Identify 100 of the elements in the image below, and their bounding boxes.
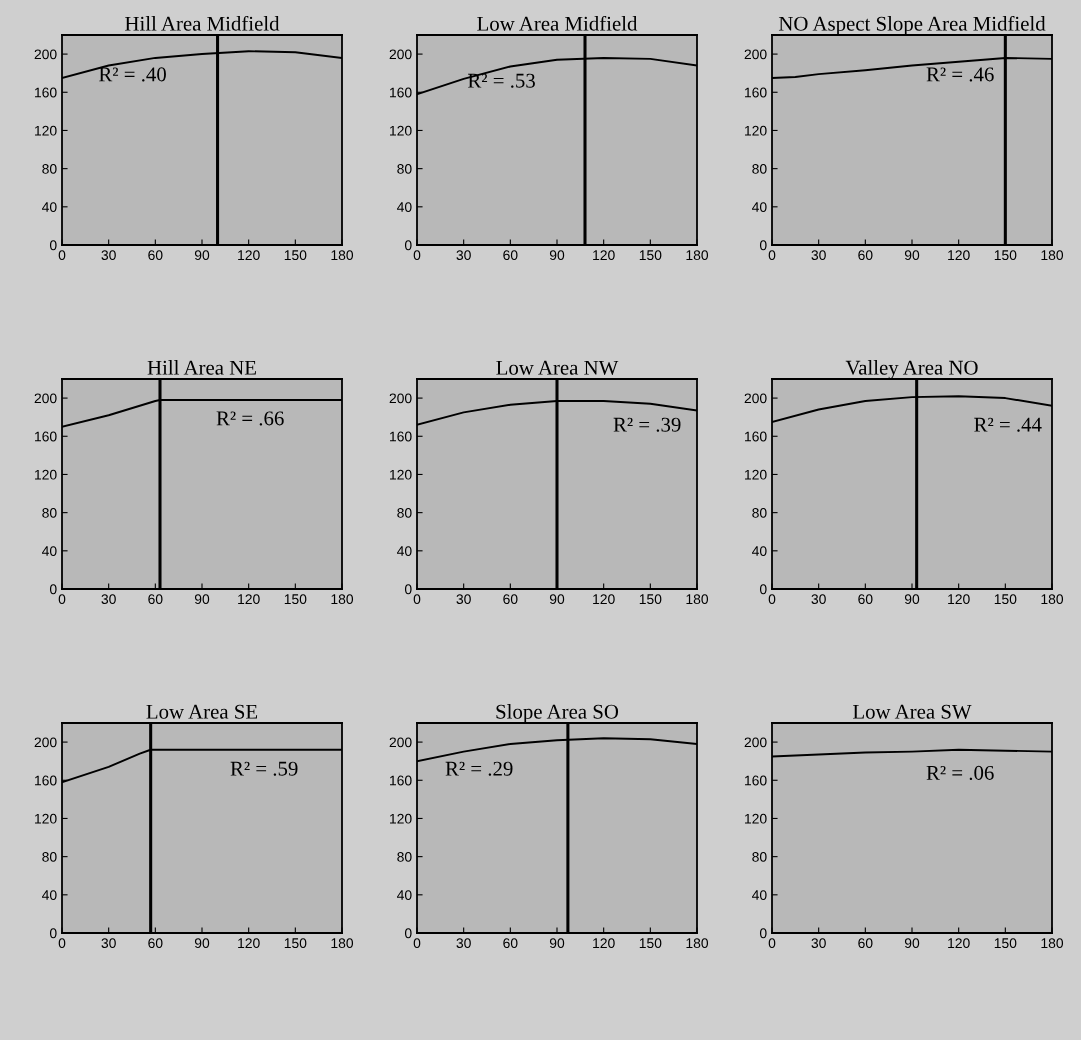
x-tick-label: 60 bbox=[148, 250, 163, 261]
y-tick-label: 160 bbox=[390, 87, 412, 98]
x-tick-label: 30 bbox=[456, 594, 471, 605]
y-tick-label: 0 bbox=[404, 584, 412, 595]
x-tick-label: 30 bbox=[456, 938, 471, 949]
y-tick-label: 200 bbox=[34, 393, 57, 404]
annotation: R² = .53 bbox=[468, 73, 535, 88]
y-tick-label: 200 bbox=[389, 49, 412, 60]
y-tick-label: 120 bbox=[35, 125, 57, 136]
annotation: R² = .46 bbox=[926, 67, 994, 82]
x-tick-label: 0 bbox=[413, 250, 421, 261]
x-tick-label: 30 bbox=[811, 250, 826, 261]
chart-title: Low Area NW bbox=[496, 360, 619, 375]
x-tick-label: 0 bbox=[58, 250, 66, 261]
x-tick-label: 0 bbox=[413, 594, 421, 605]
x-tick-label: 150 bbox=[639, 594, 662, 605]
y-tick-label: 160 bbox=[35, 87, 57, 98]
x-tick-label: 120 bbox=[238, 594, 260, 605]
y-tick-label: 40 bbox=[397, 890, 412, 900]
x-tick-label: 0 bbox=[768, 250, 776, 261]
x-tick-label: 180 bbox=[1041, 250, 1064, 261]
y-tick-label: 200 bbox=[389, 737, 412, 748]
y-tick-label: 40 bbox=[42, 546, 57, 556]
y-tick-label: 160 bbox=[35, 775, 57, 786]
x-tick-label: 90 bbox=[194, 250, 210, 261]
x-tick-label: 180 bbox=[686, 594, 709, 605]
x-tick-label: 150 bbox=[284, 938, 307, 949]
x-tick-label: 120 bbox=[948, 938, 970, 949]
x-tick-label: 60 bbox=[503, 938, 518, 949]
x-tick-label: 150 bbox=[994, 594, 1017, 605]
x-tick-label: 120 bbox=[593, 594, 615, 605]
y-tick-label: 0 bbox=[759, 584, 767, 595]
x-tick-label: 180 bbox=[1041, 594, 1064, 605]
y-tick-label: 80 bbox=[752, 163, 767, 174]
x-tick-label: 180 bbox=[1041, 938, 1064, 949]
y-tick-label: 200 bbox=[744, 737, 767, 748]
x-tick-label: 120 bbox=[593, 938, 615, 949]
chart-title: Valley Area NO bbox=[845, 360, 978, 379]
y-tick-label: 0 bbox=[404, 928, 412, 939]
y-tick-label: 80 bbox=[397, 507, 412, 518]
y-tick-label: 40 bbox=[397, 202, 412, 212]
x-tick-label: 60 bbox=[858, 250, 873, 261]
x-tick-label: 0 bbox=[768, 594, 776, 605]
chart-title: Low Area SW bbox=[853, 704, 972, 719]
x-tick-label: 90 bbox=[549, 938, 565, 949]
y-tick-label: 160 bbox=[745, 431, 767, 442]
y-tick-label: 200 bbox=[744, 49, 767, 60]
x-tick-label: 90 bbox=[904, 250, 920, 261]
x-tick-label: 90 bbox=[194, 594, 210, 605]
y-tick-label: 0 bbox=[49, 928, 57, 939]
annotation: R² = .39 bbox=[613, 417, 681, 432]
y-tick-label: 200 bbox=[34, 49, 57, 60]
y-tick-label: 80 bbox=[42, 851, 57, 862]
x-tick-label: 30 bbox=[811, 938, 826, 949]
y-tick-label: 40 bbox=[42, 890, 57, 900]
x-tick-label: 150 bbox=[639, 250, 662, 261]
y-tick-label: 40 bbox=[397, 546, 412, 556]
chart-title: Hill Area NE bbox=[147, 360, 256, 375]
y-tick-label: 120 bbox=[35, 813, 57, 824]
y-tick-label: 80 bbox=[752, 851, 767, 862]
y-tick-label: 0 bbox=[759, 928, 767, 939]
chart-title: Hill Area Midfield bbox=[125, 15, 280, 31]
y-tick-label: 120 bbox=[745, 125, 767, 136]
x-tick-label: 90 bbox=[904, 938, 920, 949]
annotation: R² = .29 bbox=[445, 761, 513, 776]
x-tick-label: 0 bbox=[768, 938, 776, 949]
chart-title: NO Aspect Slope Area Midfield bbox=[778, 15, 1046, 35]
x-tick-label: 60 bbox=[148, 594, 163, 605]
y-tick-label: 0 bbox=[49, 240, 57, 251]
x-tick-label: 120 bbox=[593, 250, 615, 261]
annotation: R² = .06 bbox=[926, 765, 994, 780]
annotation: R² = .44 bbox=[974, 417, 1042, 432]
x-tick-label: 180 bbox=[686, 938, 709, 949]
chart-title: Slope Area SO bbox=[496, 704, 619, 723]
y-tick-label: 120 bbox=[390, 813, 412, 824]
x-tick-label: 0 bbox=[58, 938, 66, 949]
x-tick-label: 120 bbox=[948, 250, 970, 261]
y-tick-label: 80 bbox=[397, 851, 412, 862]
x-tick-label: 150 bbox=[994, 938, 1017, 949]
x-tick-label: 180 bbox=[331, 594, 354, 605]
x-tick-label: 150 bbox=[994, 250, 1017, 261]
x-tick-label: 180 bbox=[331, 938, 354, 949]
y-tick-label: 0 bbox=[759, 240, 767, 251]
annotation: R² = .66 bbox=[216, 411, 284, 426]
y-tick-label: 40 bbox=[752, 546, 767, 556]
y-tick-label: 200 bbox=[744, 393, 767, 404]
x-tick-label: 0 bbox=[413, 938, 421, 949]
y-tick-label: 120 bbox=[35, 469, 57, 480]
x-tick-label: 180 bbox=[331, 250, 354, 261]
x-tick-label: 120 bbox=[238, 938, 260, 949]
x-tick-label: 150 bbox=[284, 594, 307, 605]
chart-title: Low Area Midfield bbox=[477, 15, 638, 31]
x-tick-label: 120 bbox=[238, 250, 260, 261]
x-tick-label: 90 bbox=[904, 594, 920, 605]
y-tick-label: 120 bbox=[745, 813, 767, 824]
x-tick-label: 30 bbox=[101, 594, 116, 605]
y-tick-label: 160 bbox=[390, 431, 412, 442]
x-tick-label: 30 bbox=[101, 250, 116, 261]
y-tick-label: 160 bbox=[35, 431, 57, 442]
x-tick-label: 30 bbox=[811, 594, 826, 605]
